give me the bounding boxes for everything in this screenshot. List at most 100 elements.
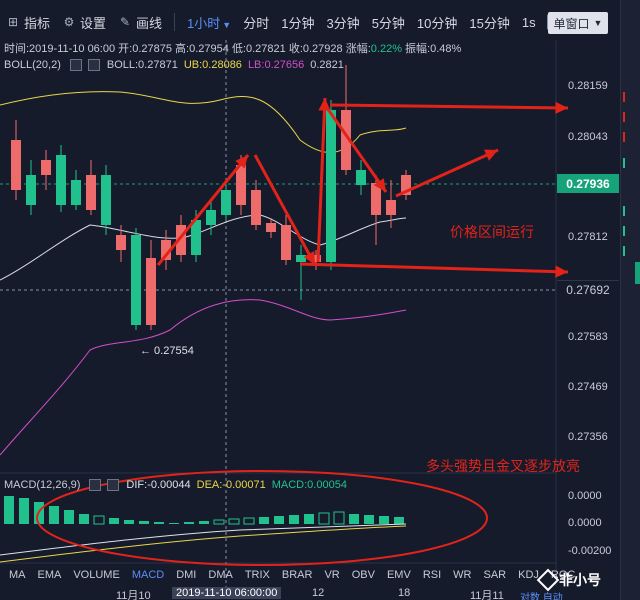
candle-body: [101, 175, 111, 225]
timeframe-5m[interactable]: 5分钟: [371, 15, 405, 31]
candle-body: [236, 165, 246, 205]
macd-bar: [154, 522, 164, 524]
timeframe-3m[interactable]: 3分钟: [326, 15, 360, 31]
price-tick: 0.28043: [568, 131, 608, 143]
pencil-icon: ✎: [120, 15, 131, 29]
macd-bar: [213, 519, 225, 525]
boll-upper-band: [0, 91, 407, 153]
macd-bar: [139, 521, 149, 524]
indicator-tab-wr[interactable]: WR: [453, 569, 472, 581]
candle-body: [401, 175, 411, 195]
indicator-tab-dma[interactable]: DMA: [208, 569, 233, 581]
chart-toolbar: ⊞ 指标 ⚙ 设置 ✎ 画线 1小时 ▼ 分时 1分钟 3分钟 5分钟 10分钟 …: [0, 8, 640, 36]
logo-mark-icon: [536, 568, 560, 592]
candle-body: [206, 210, 216, 225]
ohlc-info: 时间:2019-11-10 06:00 开:0.27875 高:0.27954 …: [4, 40, 461, 56]
draw-line-button[interactable]: ✎ 画线: [118, 13, 162, 32]
draw-line-label: 画线: [136, 15, 163, 31]
annotation-arrow-line: [156, 154, 250, 266]
candle-body: [11, 140, 21, 190]
reference-price-label: 0.27692: [557, 280, 619, 299]
candle-body: [71, 180, 81, 205]
macd-bar: [169, 523, 179, 524]
side-marker: [623, 158, 629, 168]
indicator-tab-dmi[interactable]: DMI: [176, 569, 197, 581]
candle-body: [86, 175, 96, 210]
boll-close-icon[interactable]: [87, 59, 100, 71]
macd-bar: [124, 520, 134, 524]
indicator-tab-vr[interactable]: VR: [324, 569, 340, 581]
window-mode-select[interactable]: 单窗口 ▼: [548, 12, 608, 34]
indicator-tab-obv[interactable]: OBV: [351, 569, 375, 581]
candle-body: [281, 225, 291, 260]
macd-tick: 0.0000: [568, 517, 602, 529]
macd-settings-icon[interactable]: [89, 479, 102, 491]
price-tick: 0.27356: [568, 431, 608, 443]
candle-body: [191, 220, 201, 255]
indicator-tab-trix[interactable]: TRIX: [244, 569, 270, 581]
boll-settings-icon[interactable]: [69, 59, 82, 71]
ohlc-change-value: 0.22%: [370, 43, 402, 55]
timeframe-realtime[interactable]: 分时: [243, 15, 270, 31]
indicator-tab-emv[interactable]: EMV: [386, 569, 411, 581]
indicator-tab-rsi[interactable]: RSI: [422, 569, 442, 581]
macd-dif: DIF:-0.00044: [126, 479, 191, 491]
price-tick: 0.27583: [568, 331, 608, 343]
ohlc-amplitude: 振幅:0.48%: [405, 43, 462, 55]
annotation-arrowhead: [235, 155, 248, 169]
timeframe-1h[interactable]: 1小时 ▼: [187, 15, 232, 31]
scale-options[interactable]: 对数 自动: [520, 593, 563, 600]
indicator-button[interactable]: ⊞ 指标: [6, 13, 50, 32]
macd-tick: 0.0000: [568, 490, 602, 502]
price-axis: 0.28159 0.28043 0.27812 0.27583 0.27469 …: [560, 40, 620, 580]
macd-bar: [64, 510, 74, 524]
timeframe-1s[interactable]: 1s: [521, 14, 536, 30]
ohlc-low: 低:0.27821: [231, 43, 286, 55]
low-price-marker: ← 0.27554: [140, 345, 194, 357]
macd-bar: [49, 506, 59, 524]
macd-bar: [109, 518, 119, 524]
timeframe-1m[interactable]: 1分钟: [281, 15, 315, 31]
settings-label: 设置: [80, 15, 107, 31]
boll-lb: LB:0.27656: [247, 59, 305, 71]
boll-extra: 0.2821: [310, 59, 344, 71]
price-tick: 0.27469: [568, 381, 608, 393]
indicator-tab-brar[interactable]: BRAR: [281, 569, 313, 581]
candle-body: [176, 225, 186, 255]
macd-tick: -0.00200: [568, 545, 612, 557]
macd-bar: [379, 516, 389, 524]
candlestick-chart[interactable]: [0, 0, 620, 600]
time-tick: 11月10: [116, 590, 151, 600]
indicator-tab-kdj[interactable]: KDJ: [518, 569, 539, 581]
time-tick: 12: [312, 587, 325, 599]
current-price-label: 0.27936: [557, 174, 619, 193]
macd-close-icon[interactable]: [107, 479, 120, 491]
candle-body: [356, 170, 366, 185]
annotation-arrow-line: [395, 148, 499, 198]
macd-annotation: 多头强势且金叉逐步放亮: [426, 458, 580, 474]
macd-bar: [259, 517, 269, 524]
annotation-arrowhead: [303, 251, 315, 265]
indicator-tab-ma[interactable]: MA: [9, 569, 26, 581]
indicator-tab-ema[interactable]: EMA: [37, 569, 62, 581]
indicator-tab-roc[interactable]: ROC: [550, 569, 576, 581]
macd-dif-line: [0, 523, 407, 556]
indicator-tab-volume[interactable]: VOLUME: [73, 569, 120, 581]
timeframe-15m[interactable]: 15分钟: [469, 15, 510, 31]
macd-bar: [289, 515, 299, 524]
macd-bar: [184, 522, 194, 524]
candle-body: [251, 190, 261, 225]
annotation-arrow-line: [299, 262, 569, 274]
settings-button[interactable]: ⚙ 设置: [62, 13, 106, 32]
macd-bar: [4, 496, 14, 524]
indicator-tab-macd[interactable]: MACD: [131, 569, 165, 581]
chevron-down-icon: ▼: [222, 19, 232, 30]
time-tick: 11月11: [470, 590, 504, 600]
candle-body: [326, 110, 336, 262]
boll-middle-band: [0, 214, 407, 281]
candle-body: [26, 175, 36, 205]
indicator-tab-bar: MA EMA VOLUME MACD DMI DMA TRIX BRAR VR OBV EMV RSI…: [0, 566, 575, 584]
range-annotation: 价格区间运行: [450, 224, 534, 240]
indicator-tab-sar[interactable]: SAR: [483, 569, 507, 581]
timeframe-10m[interactable]: 10分钟: [416, 15, 458, 31]
